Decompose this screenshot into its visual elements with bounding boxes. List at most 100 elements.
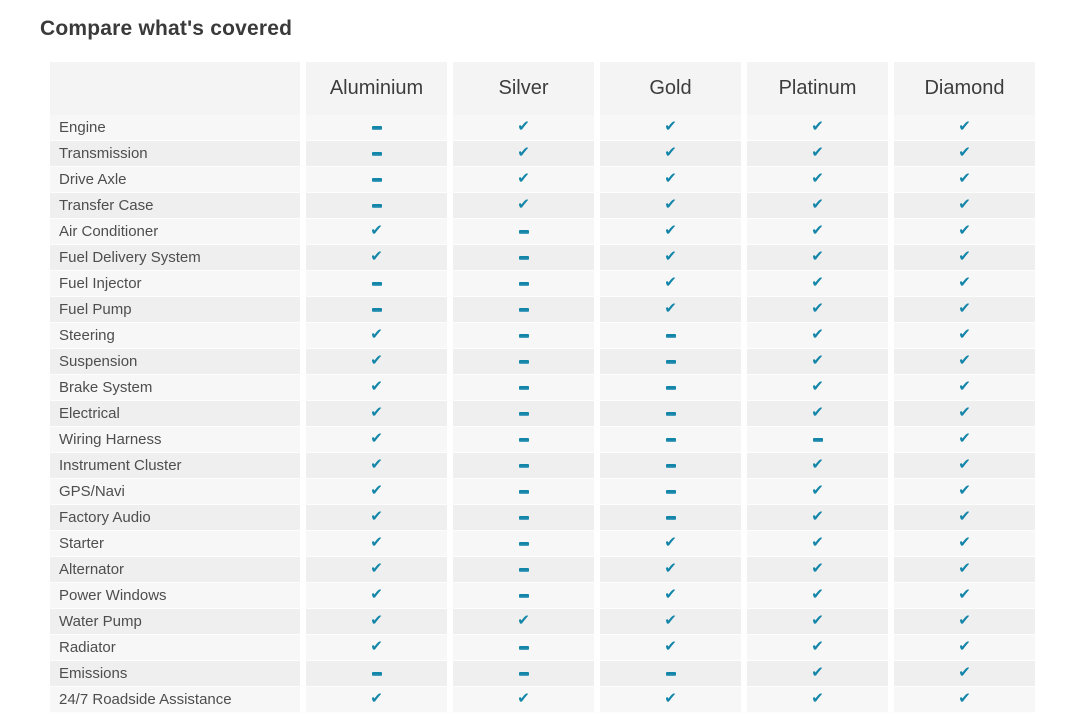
- coverage-cell: [453, 505, 594, 530]
- coverage-cell: ✔: [747, 271, 888, 296]
- coverage-cell: ✔: [747, 323, 888, 348]
- check-icon: ✔: [958, 689, 971, 707]
- coverage-cell: ✔: [306, 453, 447, 478]
- check-icon: ✔: [811, 481, 824, 499]
- check-icon: ✔: [664, 143, 677, 161]
- check-icon: ✔: [811, 689, 824, 707]
- dash-icon: [665, 385, 676, 390]
- check-icon: ✔: [811, 299, 824, 317]
- check-icon: ✔: [958, 559, 971, 577]
- table-row: GPS/Navi ✔ ✔ ✔: [50, 479, 1035, 505]
- table-row: Power Windows ✔ ✔ ✔ ✔: [50, 583, 1035, 609]
- coverage-cell: ✔: [600, 531, 741, 556]
- coverage-cell: ✔: [600, 557, 741, 582]
- coverage-cell: ✔: [306, 635, 447, 660]
- coverage-cell: [306, 661, 447, 686]
- header-cell-gold: Gold: [600, 62, 741, 115]
- coverage-cell: [600, 661, 741, 686]
- check-icon: ✔: [811, 247, 824, 265]
- dash-icon: [518, 567, 529, 572]
- dash-icon: [665, 489, 676, 494]
- row-label: Starter: [50, 531, 300, 556]
- coverage-cell: [453, 401, 594, 426]
- check-icon: ✔: [958, 221, 971, 239]
- coverage-cell: [453, 271, 594, 296]
- coverage-cell: ✔: [600, 271, 741, 296]
- check-icon: ✔: [811, 351, 824, 369]
- dash-icon: [371, 151, 382, 156]
- coverage-cell: [306, 193, 447, 218]
- check-icon: ✔: [370, 429, 383, 447]
- coverage-cell: [600, 427, 741, 452]
- coverage-comparison-table: Aluminium Silver Gold Platinum Diamond Engin…: [50, 62, 1035, 713]
- coverage-cell: [600, 453, 741, 478]
- table-row: Steering ✔ ✔ ✔: [50, 323, 1035, 349]
- row-label: Instrument Cluster: [50, 453, 300, 478]
- coverage-cell: ✔: [306, 479, 447, 504]
- dash-icon: [518, 281, 529, 286]
- check-icon: ✔: [811, 559, 824, 577]
- coverage-cell: ✔: [894, 453, 1035, 478]
- row-label: Alternator: [50, 557, 300, 582]
- dash-icon: [371, 125, 382, 130]
- coverage-cell: ✔: [747, 583, 888, 608]
- table-row: Fuel Delivery System ✔ ✔ ✔ ✔: [50, 245, 1035, 271]
- coverage-cell: ✔: [306, 687, 447, 712]
- check-icon: ✔: [811, 117, 824, 135]
- coverage-cell: [600, 401, 741, 426]
- check-icon: ✔: [958, 533, 971, 551]
- check-icon: ✔: [811, 585, 824, 603]
- check-icon: ✔: [664, 585, 677, 603]
- coverage-cell: ✔: [306, 505, 447, 530]
- check-icon: ✔: [958, 663, 971, 681]
- coverage-cell: ✔: [453, 167, 594, 192]
- dash-icon: [665, 671, 676, 676]
- coverage-cell: ✔: [600, 635, 741, 660]
- coverage-cell: ✔: [894, 479, 1035, 504]
- check-icon: ✔: [958, 403, 971, 421]
- check-icon: ✔: [664, 533, 677, 551]
- dash-icon: [518, 645, 529, 650]
- check-icon: ✔: [517, 169, 530, 187]
- dash-icon: [665, 515, 676, 520]
- header-cell-aluminium: Aluminium: [306, 62, 447, 115]
- coverage-cell: ✔: [894, 219, 1035, 244]
- check-icon: ✔: [958, 325, 971, 343]
- dash-icon: [665, 437, 676, 442]
- dash-icon: [518, 593, 529, 598]
- coverage-cell: ✔: [894, 167, 1035, 192]
- coverage-cell: ✔: [453, 687, 594, 712]
- table-row: Fuel Pump ✔ ✔ ✔: [50, 297, 1035, 323]
- coverage-cell: [600, 479, 741, 504]
- coverage-cell: ✔: [894, 401, 1035, 426]
- dash-icon: [371, 281, 382, 286]
- row-label: Suspension: [50, 349, 300, 374]
- coverage-cell: ✔: [894, 531, 1035, 556]
- check-icon: ✔: [958, 117, 971, 135]
- coverage-cell: ✔: [747, 557, 888, 582]
- dash-icon: [518, 541, 529, 546]
- coverage-cell: ✔: [306, 323, 447, 348]
- dash-icon: [518, 411, 529, 416]
- dash-icon: [518, 229, 529, 234]
- check-icon: ✔: [958, 481, 971, 499]
- coverage-cell: ✔: [747, 661, 888, 686]
- table-row: Wiring Harness ✔ ✔: [50, 427, 1035, 453]
- coverage-cell: ✔: [600, 609, 741, 634]
- check-icon: ✔: [664, 611, 677, 629]
- check-icon: ✔: [664, 169, 677, 187]
- coverage-cell: [453, 557, 594, 582]
- coverage-cell: ✔: [747, 609, 888, 634]
- coverage-cell: ✔: [894, 609, 1035, 634]
- check-icon: ✔: [958, 455, 971, 473]
- table-row: Drive Axle ✔ ✔ ✔ ✔: [50, 167, 1035, 193]
- check-icon: ✔: [664, 195, 677, 213]
- table-body: Engine ✔ ✔ ✔ ✔ Transmission ✔ ✔ ✔ ✔ Drive Axle ✔ ✔ ✔ ✔…: [50, 115, 1035, 713]
- row-label: Brake System: [50, 375, 300, 400]
- check-icon: ✔: [370, 247, 383, 265]
- coverage-cell: ✔: [894, 583, 1035, 608]
- check-icon: ✔: [811, 195, 824, 213]
- dash-icon: [518, 463, 529, 468]
- coverage-cell: ✔: [747, 193, 888, 218]
